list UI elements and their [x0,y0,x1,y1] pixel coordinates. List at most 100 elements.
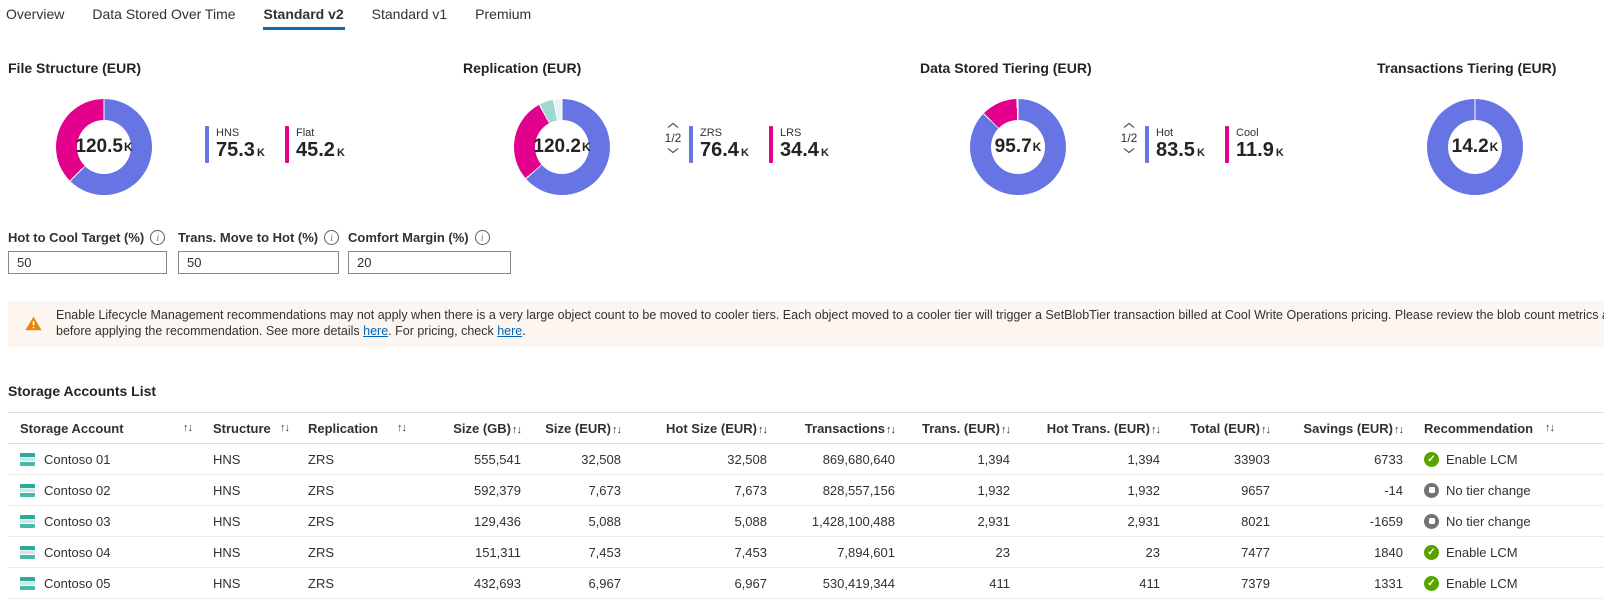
transactions-cell: 869,680,640 [776,443,904,475]
storage-account-name[interactable]: Contoso 03 [44,513,111,529]
storage-account-name[interactable]: Contoso 01 [44,451,111,467]
donut-chart: 120.5 K [56,99,152,195]
info-icon[interactable]: i [324,230,340,245]
sort-icon[interactable]: ↑↓ [183,422,193,434]
pagination-up-icon[interactable] [1123,122,1135,129]
hot-size-eur-cell: 6,967 [630,567,776,599]
legend-value: 76.4 K [700,139,749,161]
pagination-down-icon[interactable] [1123,147,1135,154]
legend-value: 11.9 K [1236,139,1284,161]
check-circle-icon: ✓ [1424,575,1439,591]
legend-color-bar [1225,126,1229,163]
pricing-link[interactable]: here [497,323,523,338]
info-icon[interactable]: i [474,230,490,245]
trans-move-to-hot-input[interactable] [178,251,339,274]
pagination-label: 1/2 [664,131,682,145]
storage-account-name[interactable]: Contoso 02 [44,482,111,498]
sort-icon[interactable]: ↑↓ [612,423,622,436]
donut-chart: 120.2 K [514,99,610,195]
column-header-size-eur-[interactable]: Size (EUR)↑↓ [530,412,630,444]
hot-trans-eur-cell: 23 [1019,536,1169,568]
column-header-replication[interactable]: Replication ↑↓ [295,412,420,444]
legend-color-bar [205,126,209,163]
total-eur-cell: 8021 [1169,505,1279,537]
legend-color-bar [285,126,289,163]
transactions-cell: 1,428,100,488 [776,505,904,537]
donut-chart: 95.7 K [970,99,1066,195]
column-header-recommendation[interactable]: Recommendation ↑↓ [1412,412,1604,444]
storage-account-cell[interactable]: Contoso 04 [8,545,200,560]
comfort-margin-input[interactable] [348,251,511,274]
donut-center-value: 120.2 K [533,136,591,157]
size-eur-cell: 6,967 [530,567,630,599]
total-eur-cell: 7379 [1169,567,1279,599]
recommendation-cell: ✓ Enable LCM [1412,575,1604,591]
recommendation-cell: ✓ Enable LCM [1412,544,1604,560]
savings-eur-cell: 1331 [1279,567,1412,599]
warning-line2: before applying the recommendation. See … [56,323,526,338]
hot-size-eur-cell: 5,088 [630,505,776,537]
sort-icon[interactable]: ↑↓ [886,423,896,436]
storage-account-cell[interactable]: Contoso 05 [8,576,200,591]
replication-cell: ZRS [295,474,420,506]
legend-value: 34.4 K [780,139,829,161]
sort-icon[interactable]: ↑↓ [1394,423,1404,436]
tab-premium[interactable]: Premium [475,6,532,22]
sort-icon[interactable]: ↑↓ [1545,422,1555,434]
tab-standard-v1[interactable]: Standard v1 [371,6,448,22]
column-header-savings-eur-[interactable]: Savings (EUR)↑↓ [1279,412,1412,444]
total-eur-cell: 9657 [1169,474,1279,506]
table-body: Contoso 01 HNS ZRS 555,541 32,508 32,508 869,6… [8,443,1604,599]
legend-pagination: 1/2 [661,122,685,154]
storage-account-cell[interactable]: Contoso 03 [8,514,200,529]
sort-icon[interactable]: ↑↓ [280,422,290,434]
pagination-up-icon[interactable] [667,122,679,129]
info-icon[interactable]: i [150,230,166,245]
sort-icon[interactable]: ↑↓ [758,423,768,436]
storage-account-name[interactable]: Contoso 05 [44,575,111,591]
donut-chart: 14.2 K [1427,99,1523,195]
column-header-total-eur-[interactable]: Total (EUR)↑↓ [1169,412,1279,444]
column-header-hot-trans-eur-[interactable]: Hot Trans. (EUR)↑↓ [1019,412,1169,444]
donut-hole [1448,120,1502,174]
legend-label: Cool [1236,127,1259,139]
chart-title: Replication (EUR) [463,60,582,76]
column-header-hot-size-eur-[interactable]: Hot Size (EUR)↑↓ [630,412,776,444]
details-link[interactable]: here [363,323,389,338]
hot-to-cool-target-input[interactable] [8,251,167,274]
column-header-transactions[interactable]: Transactions↑↓ [776,412,904,444]
trans-eur-cell: 411 [904,567,1019,599]
storage-account-cell[interactable]: Contoso 01 [8,452,200,467]
column-header-structure[interactable]: Structure ↑↓ [200,412,295,444]
legend-color-bar [689,126,693,163]
column-header-storage-account[interactable]: Storage Account ↑↓ [8,412,200,444]
legend-item-lrs: LRS 34.4 K [769,126,829,164]
column-header-size-gb-[interactable]: Size (GB)↑↓ [420,412,530,444]
sort-icon[interactable]: ↑↓ [512,423,522,436]
sort-icon[interactable]: ↑↓ [1261,423,1271,436]
sort-icon[interactable]: ↑↓ [1151,423,1161,436]
recommendation-label: No tier change [1446,513,1531,529]
chart-transactions-tiering: Transactions Tiering (EUR) 14.2 K [1377,60,1556,215]
tab-standard-v2[interactable]: Standard v2 [262,4,345,30]
replication-cell: ZRS [295,443,420,475]
sort-icon[interactable]: ↑↓ [397,422,407,434]
trans-eur-cell: 1,932 [904,474,1019,506]
column-header-trans-eur-[interactable]: Trans. (EUR)↑↓ [904,412,1019,444]
chart-data-stored-tiering: Data Stored Tiering (EUR) 95.7 K 1/2 Hot 8… [920,60,1284,215]
storage-account-cell[interactable]: Contoso 02 [8,483,200,498]
section-title: Storage Accounts List [8,383,157,399]
chart-title: Transactions Tiering (EUR) [1377,60,1557,76]
warning-line1: Enable Lifecycle Management recommendati… [56,308,1604,322]
sort-icon[interactable]: ↑↓ [1001,423,1011,436]
tab-overview[interactable]: Overview [6,6,65,22]
tab-data-stored-over-time[interactable]: Data Stored Over Time [92,6,236,22]
replication-cell: ZRS [295,567,420,599]
storage-account-name[interactable]: Contoso 04 [44,544,111,560]
recommendation-label: No tier change [1446,482,1531,498]
pagination-down-icon[interactable] [667,147,679,154]
warning-text: Enable Lifecycle Management recommendati… [56,308,1604,339]
trans-eur-cell: 1,394 [904,443,1019,475]
legend-label: LRS [780,127,802,139]
